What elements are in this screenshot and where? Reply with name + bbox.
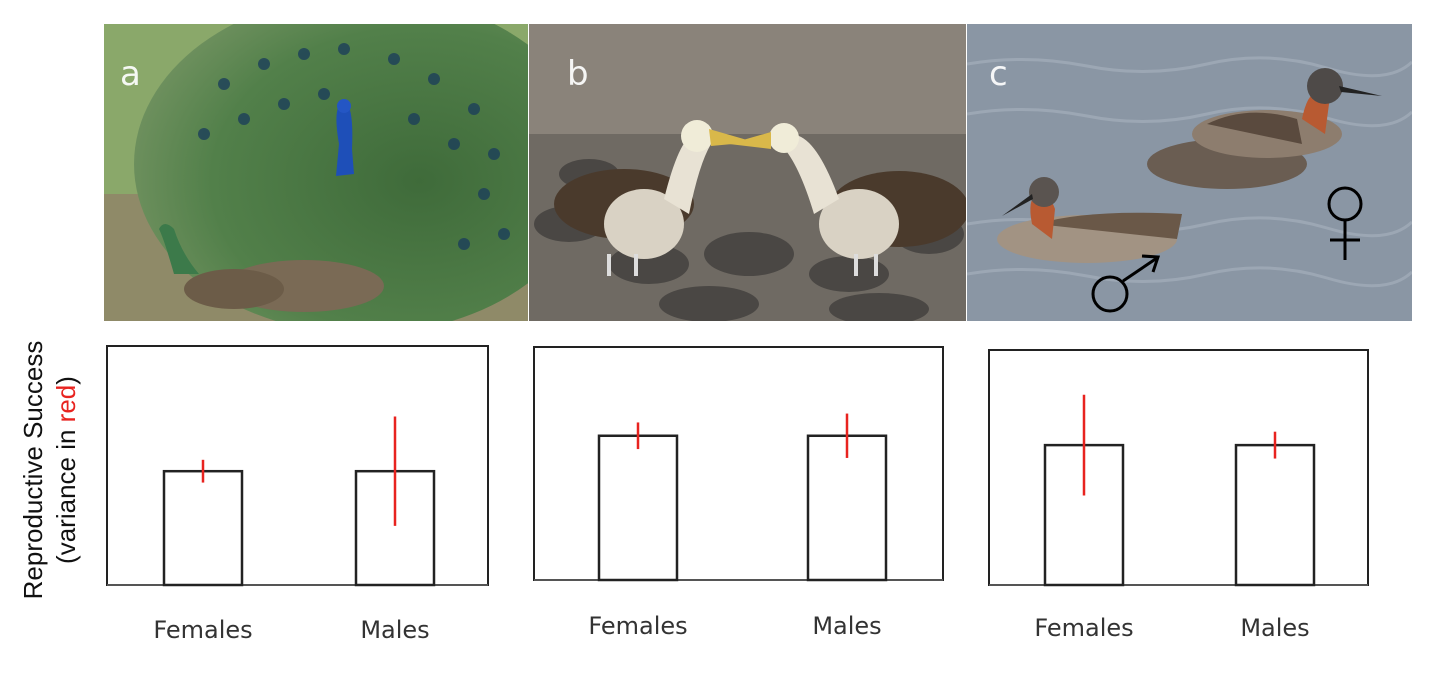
photo-panel-a: a xyxy=(104,24,528,321)
panel-letter-a: a xyxy=(120,54,141,94)
peacock-photo xyxy=(104,24,528,321)
female-symbol-icon xyxy=(1327,186,1363,260)
tick-label-a-females: Females xyxy=(153,616,252,644)
albatross-photo xyxy=(529,24,966,321)
panel-letter-b: b xyxy=(567,54,589,94)
tick-label-b-females: Females xyxy=(588,612,687,640)
tick-label-c-females: Females xyxy=(1034,614,1133,642)
photo-panel-b: b xyxy=(529,24,966,321)
photo-panel-c: c xyxy=(967,24,1412,321)
tick-label-c-males: Males xyxy=(1240,614,1309,642)
tick-label-a-males: Males xyxy=(360,616,429,644)
bar-c-males xyxy=(1234,443,1316,587)
tick-label-b-males: Males xyxy=(812,612,881,640)
phalarope-photo xyxy=(967,24,1412,321)
bar-a-females xyxy=(162,469,244,587)
sex-symbols xyxy=(1091,186,1363,313)
panel-letter-c: c xyxy=(989,54,1008,94)
bar-b-females xyxy=(597,434,679,582)
male-symbol-icon xyxy=(1091,254,1161,313)
